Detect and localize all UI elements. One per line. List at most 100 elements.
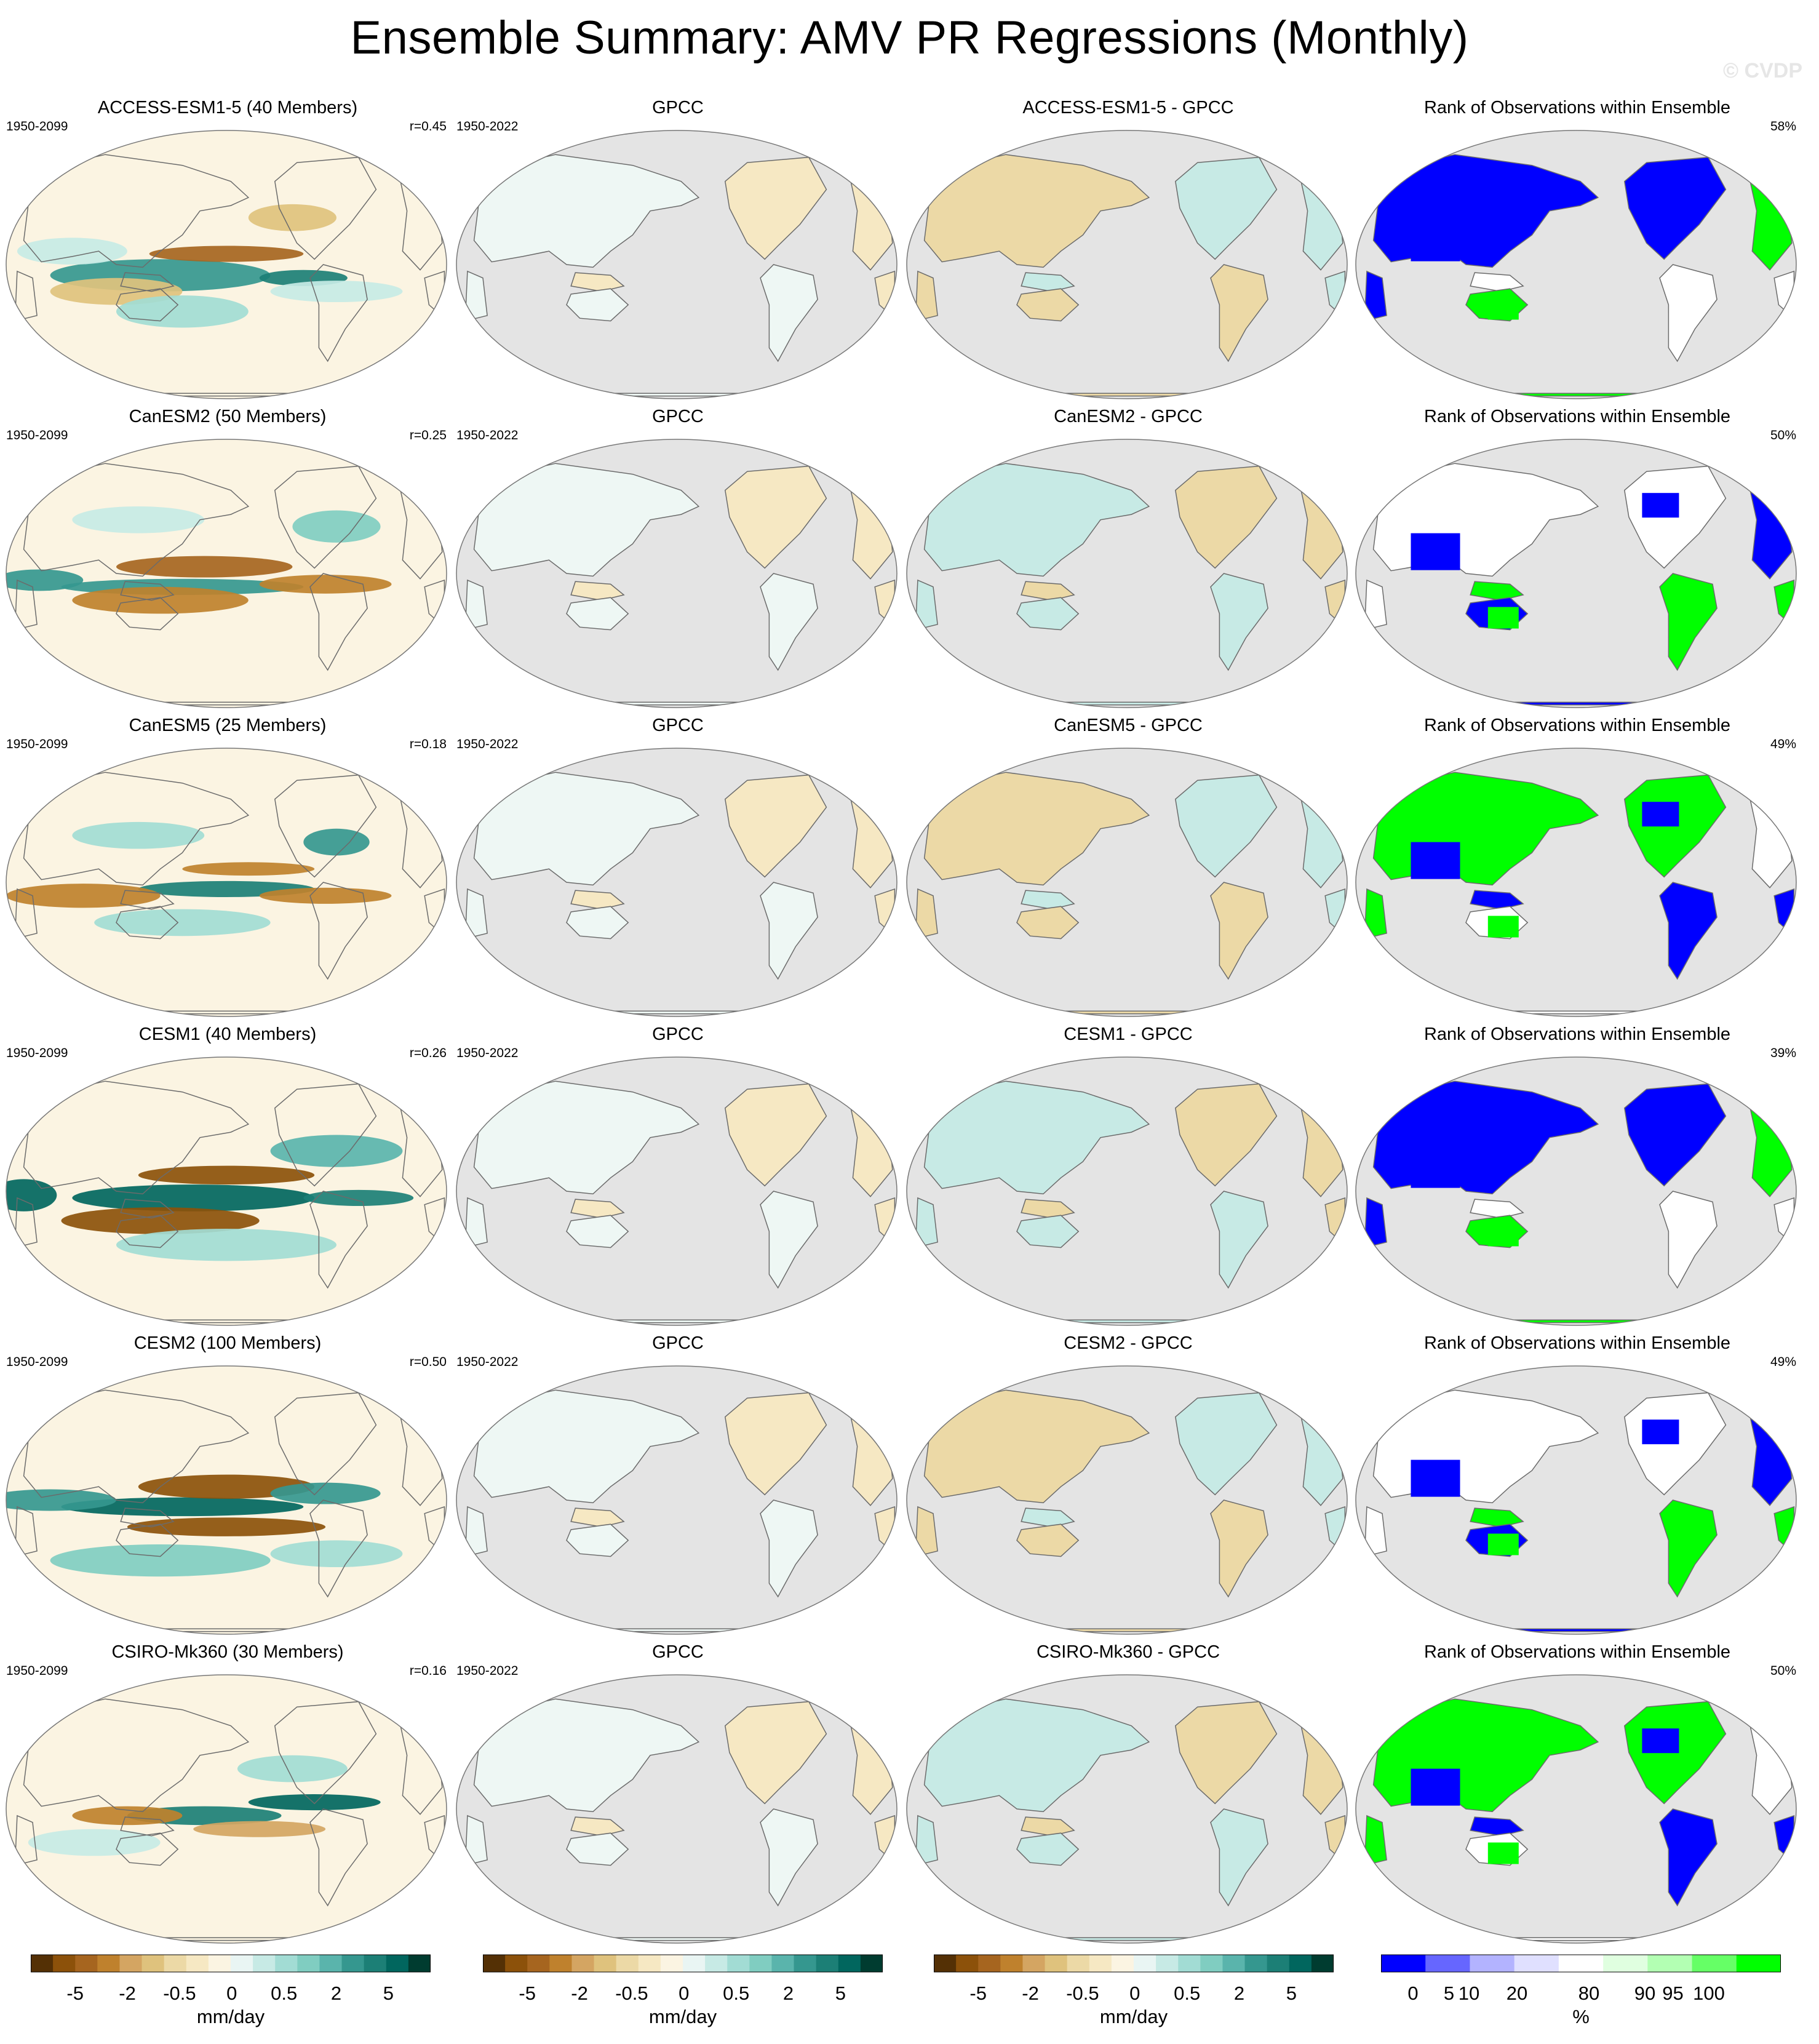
field-anomaly [303, 1189, 414, 1206]
colorbar-tick: -0.5 [1066, 1982, 1099, 2004]
period-label: 1950-2022 [456, 1046, 519, 1060]
field-anomaly [61, 1497, 304, 1517]
panel-title: CESM2 (100 Members) [133, 1333, 322, 1353]
colorbar-tick-labels: 0 5 10 20 80 90 95 100 [1381, 1982, 1781, 2007]
colorbar-swatch [1267, 1955, 1290, 1972]
map-rank [1355, 130, 1797, 399]
field-anomaly [127, 1517, 326, 1536]
colorbar: 0 5 10 20 80 90 95 100% [1381, 1954, 1781, 2028]
map-border [6, 748, 447, 1017]
colorbar-swatch [978, 1955, 1001, 1972]
ocean-mask [456, 1675, 897, 1943]
colorbar-swatch [408, 1955, 431, 1972]
map-border [1355, 1674, 1797, 1944]
rank-cell-high [1487, 298, 1519, 320]
colorbar: -5 -2 -0.5 0 0.5 2 5 mm/day [934, 1954, 1334, 2028]
map-border [6, 130, 447, 399]
map-border [1355, 1056, 1797, 1326]
colorbar-swatch [53, 1955, 76, 1972]
colorbar-tick-labels: -5 -2 -0.5 0 0.5 2 5 [31, 1982, 431, 2007]
colorbar-swatch [1244, 1955, 1268, 1972]
colorbar-tick: 2 [330, 1982, 342, 2004]
field-anomaly [50, 1544, 271, 1577]
land-field [1210, 573, 1268, 671]
ocean-mask [1356, 1057, 1796, 1325]
land-field [1659, 882, 1718, 980]
ocean-mask [907, 1057, 1347, 1325]
colorbar: -5 -2 -0.5 0 0.5 2 5 mm/day [31, 1954, 431, 2028]
colorbar-swatches [31, 1954, 431, 1973]
land-field [566, 288, 629, 322]
rank-percent: 50% [1770, 1664, 1796, 1678]
land-field [1016, 1832, 1080, 1866]
land-field [923, 154, 1150, 268]
colorbar-tick: 5 [1443, 1982, 1455, 2004]
map-border [6, 1056, 447, 1326]
map-obs [456, 1365, 898, 1635]
rank-percent: 49% [1770, 737, 1796, 751]
map-model [6, 130, 447, 399]
colorbar-swatch [1178, 1955, 1201, 1972]
colorbar-tick: 2 [782, 1982, 794, 2004]
colorbar-swatch [838, 1955, 861, 1972]
rank-percent: 39% [1770, 1046, 1796, 1060]
map-border [6, 439, 447, 708]
colorbar-units: mm/day [648, 2006, 717, 2027]
map-panel-rank: Rank of Observations within Ensemble 39% [1353, 1024, 1801, 1331]
field-anomaly [28, 1829, 161, 1856]
colorbar-swatch [1514, 1955, 1559, 1972]
map-panel-rank: Rank of Observations within Ensemble 49% [1353, 715, 1801, 1023]
pattern-correlation: r=0.45 [409, 119, 447, 134]
panel-title: CanESM5 - GPCC [1054, 716, 1203, 735]
map-diff [906, 748, 1348, 1017]
map-border [1355, 439, 1797, 708]
land-field [760, 882, 818, 980]
land-field [473, 1080, 700, 1195]
colorbar-swatch [97, 1955, 120, 1972]
colorbar-swatch [638, 1955, 661, 1972]
ocean-mask [456, 439, 897, 708]
ocean-mask [907, 1675, 1347, 1943]
land-field [1174, 156, 1278, 260]
colorbar-tick: 0.5 [723, 1982, 750, 2004]
panel-title: CSIRO-Mk360 (30 Members) [111, 1642, 344, 1662]
rank-cell-low [1642, 1728, 1679, 1754]
rank-cell-low [1411, 842, 1460, 879]
pattern-correlation: r=0.26 [409, 1046, 447, 1060]
map-panel-diff: CESM2 - GPCC [904, 1333, 1352, 1640]
panel-title: CanESM5 (25 Members) [129, 716, 327, 735]
field-anomaly [270, 1482, 381, 1504]
land-field [1021, 890, 1075, 910]
colorbar-tick: 0 [1129, 1982, 1140, 2004]
colorbar-swatch [1647, 1955, 1693, 1972]
colorbar-tick: 0 [1407, 1982, 1419, 2004]
map-panel-diff: ACCESS-ESM1-5 - GPCC [904, 97, 1352, 405]
map-border [906, 1674, 1348, 1944]
coastline [309, 573, 368, 671]
land-field [923, 1389, 1150, 1504]
pattern-correlation: r=0.50 [409, 1355, 447, 1369]
land-field [1174, 774, 1278, 878]
map-panel-obs: GPCC 1950-2022 [454, 1024, 902, 1331]
panel-title: Rank of Observations within Ensemble [1423, 407, 1731, 426]
map-panel-diff: CESM1 - GPCC [904, 1024, 1352, 1331]
field-anomaly [193, 1821, 326, 1837]
colorbar-swatch [208, 1955, 231, 1972]
map-border [456, 1365, 898, 1635]
colorbar-tick: 2 [1233, 1982, 1245, 2004]
colorbar-swatch [1200, 1955, 1223, 1972]
rank-cell-high [1487, 1533, 1519, 1555]
colorbar-swatch [1425, 1955, 1470, 1972]
colorbar-swatch [1289, 1955, 1312, 1972]
period-label: 1950-2099 [6, 1046, 68, 1060]
map-panel-rank: Rank of Observations within Ensemble 50% [1353, 406, 1801, 714]
ocean-mask [456, 1057, 897, 1325]
ocean-mask [456, 748, 897, 1016]
panel-title: CESM1 - GPCC [1064, 1024, 1193, 1044]
land-field [1021, 581, 1075, 601]
land-field [570, 1507, 625, 1528]
colorbar-swatch [275, 1955, 298, 1972]
map-border [906, 1056, 1348, 1326]
panel-title: GPCC [652, 716, 704, 735]
panel-title: CESM1 (40 Members) [138, 1024, 317, 1044]
